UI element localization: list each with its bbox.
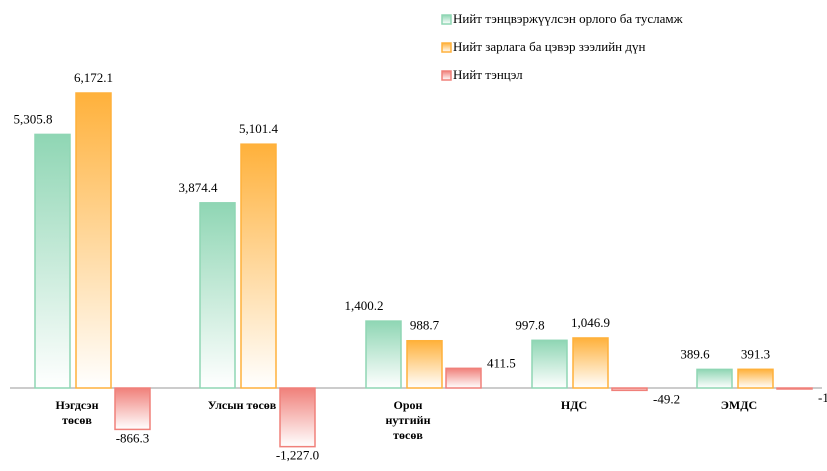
data-label: 411.5	[487, 355, 516, 370]
data-label: 391.3	[741, 346, 770, 361]
bar	[572, 337, 609, 389]
data-label: -1.7	[818, 390, 827, 405]
category-label: Нэгдсэн төсөв	[55, 398, 99, 427]
category-label: Улсын төсөв	[207, 398, 277, 412]
data-label: 988.7	[410, 318, 440, 333]
bar	[737, 368, 774, 389]
legend-label: Нийт тэнцвэржүүлсэн орлого ба тусламж	[453, 11, 684, 26]
bar	[199, 202, 236, 389]
data-label: 997.8	[515, 317, 544, 332]
bar	[114, 387, 151, 431]
data-label: -866.3	[116, 430, 150, 445]
category-label: Орон нутгийн төсөв	[385, 398, 431, 442]
bar	[240, 143, 277, 389]
data-label: 1,400.2	[345, 298, 384, 313]
data-label: 3,874.4	[179, 180, 219, 195]
legend-label: Нийт зарлага ба цэвэр зээлийн дүн	[453, 39, 645, 54]
bar	[776, 387, 813, 390]
bar	[445, 367, 482, 389]
data-label: 6,172.1	[74, 70, 113, 85]
legend-swatch	[441, 42, 452, 53]
bar	[75, 92, 112, 389]
data-label: -49.2	[653, 391, 680, 406]
data-label: 389.6	[680, 346, 710, 361]
bar	[696, 368, 733, 389]
bar	[34, 133, 71, 389]
category-label: НДС	[560, 398, 588, 412]
bar	[279, 387, 316, 448]
category-label: ЭМДС	[720, 398, 758, 412]
bar	[365, 320, 402, 389]
bar	[611, 387, 648, 392]
legend-swatch	[441, 70, 452, 81]
data-label: -1,227.0	[276, 448, 319, 463]
legend-label: Нийт тэнцэл	[453, 67, 523, 82]
bar	[531, 339, 568, 389]
bar	[406, 339, 443, 389]
legend-swatch	[441, 14, 452, 25]
data-label: 5,305.8	[14, 111, 53, 126]
data-label: 1,046.9	[571, 315, 610, 330]
data-label: 5,101.4	[239, 121, 279, 136]
